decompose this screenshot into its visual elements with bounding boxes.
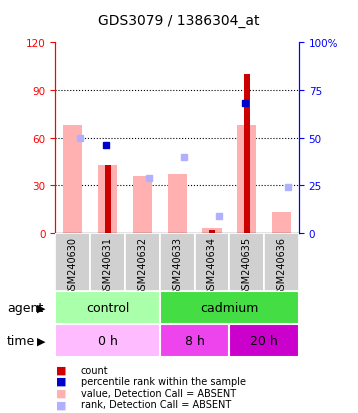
Text: percentile rank within the sample: percentile rank within the sample: [81, 376, 246, 386]
Text: ■: ■: [55, 399, 66, 409]
Bar: [168, 175, 187, 233]
Bar: [195, 233, 229, 291]
Bar: [55, 324, 160, 357]
Bar: [105, 165, 111, 233]
Bar: [160, 233, 195, 291]
Text: ■: ■: [55, 376, 66, 386]
Text: agent: agent: [7, 301, 43, 314]
Bar: [55, 291, 160, 324]
Text: ■: ■: [55, 388, 66, 398]
Text: control: control: [86, 301, 129, 314]
Bar: [229, 324, 299, 357]
Bar: [272, 213, 291, 233]
Bar: [98, 165, 117, 233]
Bar: [125, 233, 160, 291]
Text: ▶: ▶: [37, 336, 45, 346]
Bar: [237, 126, 256, 233]
Text: 20 h: 20 h: [250, 334, 278, 347]
Text: GSM240631: GSM240631: [103, 236, 113, 295]
Bar: [202, 229, 222, 233]
Text: GSM240630: GSM240630: [68, 236, 78, 295]
Text: value, Detection Call = ABSENT: value, Detection Call = ABSENT: [81, 388, 236, 398]
Text: GDS3079 / 1386304_at: GDS3079 / 1386304_at: [98, 14, 260, 28]
Text: cadmium: cadmium: [200, 301, 258, 314]
Bar: [160, 291, 299, 324]
Bar: [133, 176, 152, 233]
Text: GSM240634: GSM240634: [207, 236, 217, 295]
Bar: [63, 126, 82, 233]
Text: GSM240635: GSM240635: [242, 236, 252, 295]
Text: GSM240632: GSM240632: [137, 236, 147, 295]
Text: rank, Detection Call = ABSENT: rank, Detection Call = ABSENT: [81, 399, 231, 409]
Text: 8 h: 8 h: [185, 334, 204, 347]
Bar: [90, 233, 125, 291]
Text: GSM240636: GSM240636: [276, 236, 286, 295]
Text: count: count: [81, 365, 108, 375]
Bar: [160, 324, 229, 357]
Text: ▶: ▶: [37, 303, 45, 313]
Text: GSM240633: GSM240633: [172, 236, 182, 295]
Bar: [264, 233, 299, 291]
Bar: [229, 233, 264, 291]
Text: 0 h: 0 h: [98, 334, 117, 347]
Bar: [244, 75, 250, 233]
Text: time: time: [7, 334, 35, 347]
Bar: [55, 233, 90, 291]
Bar: [209, 230, 215, 233]
Text: ■: ■: [55, 365, 66, 375]
